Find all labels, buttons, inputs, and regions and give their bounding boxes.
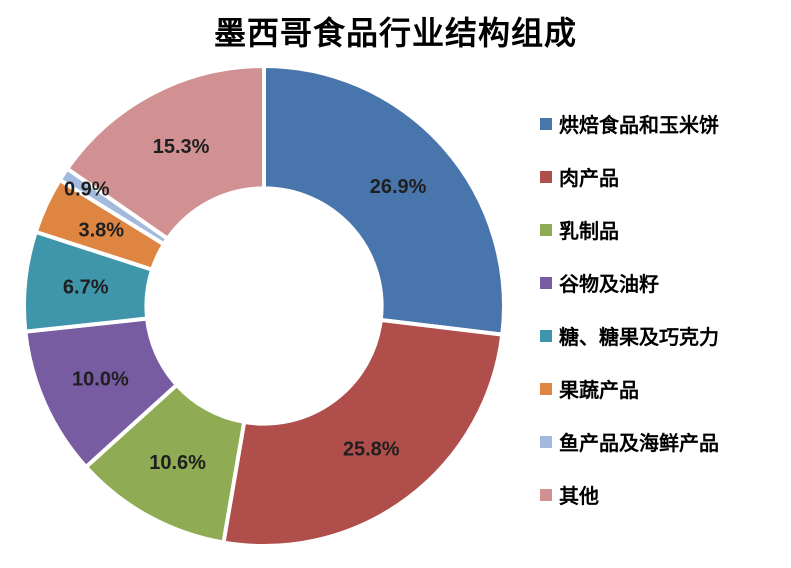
chart-legend: 烘焙食品和玉米饼 肉产品乳制品谷物及油籽糖、糖果及巧克力 果蔬产品鱼产品及海鲜产品其… [540,97,719,521]
chart-title: 墨西哥食品行业结构组成 [213,15,577,51]
legend-item-1: 烘焙食品和玉米饼 [540,97,719,150]
donut-slice-2 [221,318,505,548]
legend-label: 糖、糖果及巧克力 [559,327,719,349]
slice-label-3: 10.6% [149,452,206,474]
donut-slice-1 [262,64,506,337]
legend-label: 其他 [559,486,599,508]
legend-swatch-icon [540,435,552,448]
donut-slice-8 [65,64,266,241]
legend-item-8: 其他 [540,468,719,521]
legend-swatch-icon [540,488,552,501]
legend-swatch-icon [540,170,552,183]
legend-swatch-icon [540,223,552,236]
legend-item-6: 果蔬产品 [540,362,719,415]
legend-label: 肉产品 [559,168,619,190]
legend-item-3: 乳制品 [540,203,719,256]
legend-item-7: 鱼产品及海鲜产品 [540,415,719,468]
legend-item-5: 糖、糖果及巧克力 [540,309,719,362]
legend-swatch-icon [540,382,552,395]
slice-label-2: 25.8% [343,439,400,461]
slice-label-8: 15.3% [153,136,210,158]
legend-label: 鱼产品及海鲜产品 [559,433,719,455]
slice-labels: 26.9% 25.8% 10.6% 10.0% 6.7% 3.8% 0.9% 15.3% [63,136,427,474]
legend-swatch-icon [540,117,552,130]
legend-label: 乳制品 [559,221,619,243]
slice-label-1: 26.9% [370,176,427,198]
legend-swatch-icon [540,276,552,289]
legend-item-2: 肉产品 [540,150,719,203]
legend-label: 烘焙食品和玉米饼 [559,115,719,137]
slice-label-6: 3.8% [79,220,125,242]
legend-item-4: 谷物及油籽 [540,256,719,309]
legend-swatch-icon [540,329,552,342]
slice-label-4: 10.0% [72,368,129,390]
slice-label-7: 0.9% [64,179,110,201]
legend-label: 果蔬产品 [559,380,639,402]
slice-label-5: 6.7% [63,276,109,298]
legend-label: 谷物及油籽 [559,274,659,296]
donut-slices [22,64,506,548]
